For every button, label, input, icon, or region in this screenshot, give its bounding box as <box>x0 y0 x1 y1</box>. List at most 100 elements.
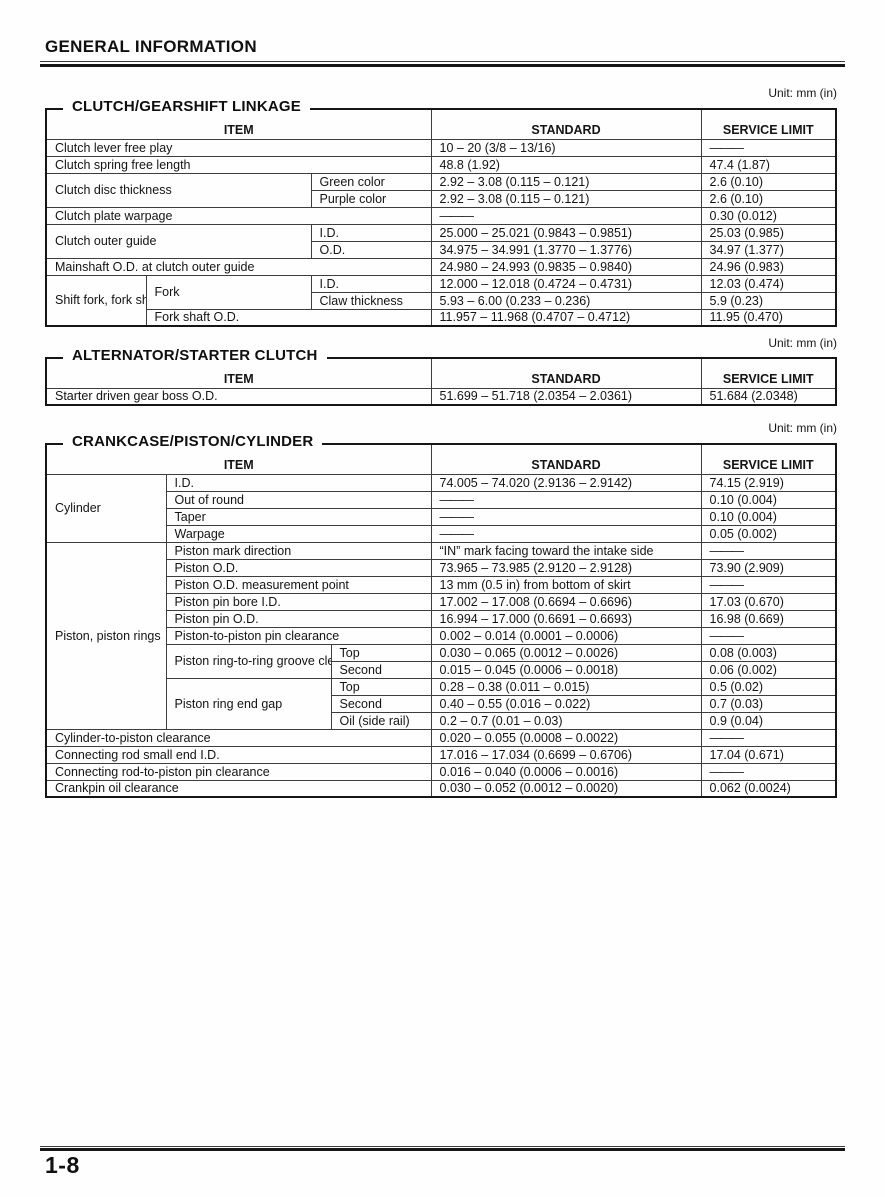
table-row: Cylinder I.D. 74.005 – 74.020 (2.9136 – … <box>45 473 837 543</box>
cell-service-limit: 2.6 (0.10) <box>700 189 837 208</box>
table-row: Claw thickness 5.93 – 6.00 (0.233 – 0.23… <box>46 291 837 310</box>
cell-standard: ——— <box>430 490 702 509</box>
cell-item-group: Piston, piston rings <box>45 541 167 730</box>
cell-sub-item: Green color <box>310 172 432 191</box>
cell-standard: ——— <box>430 206 702 225</box>
table-row: Clutch lever free play 10 – 20 (3/8 – 13… <box>45 138 837 157</box>
table-row: Mainshaft O.D. at clutch outer guide 24.… <box>45 257 837 276</box>
table-row: Cylinder-to-piston clearance 0.020 – 0.0… <box>45 728 837 747</box>
cell-standard: 0.2 – 0.7 (0.01 – 0.03) <box>430 711 702 730</box>
cell-standard: 2.92 – 3.08 (0.115 – 0.121) <box>430 172 702 191</box>
cell-sub-item: I.D. <box>310 274 432 293</box>
cell-sub-item: Second <box>330 660 432 679</box>
column-header-standard: STANDARD <box>430 108 702 140</box>
table-row: Fork shaft O.D. 11.957 – 11.968 (0.4707 … <box>46 308 837 327</box>
cell-standard: 16.994 – 17.000 (0.6691 – 0.6693) <box>430 609 702 628</box>
table-row: Shift fork, fork shaft Fork I.D. 12.000 … <box>45 274 837 327</box>
table-row: Piston pin bore I.D. 17.002 – 17.008 (0.… <box>46 592 837 611</box>
cell-service-limit: 24.96 (0.983) <box>700 257 837 276</box>
cell-service-limit: 0.10 (0.004) <box>700 490 837 509</box>
table-row: Connecting rod small end I.D. 17.016 – 1… <box>45 745 837 764</box>
cell-item: Piston pin O.D. <box>165 609 432 628</box>
alternator-starter-clutch-table: ITEM STANDARD SERVICE LIMIT Starter driv… <box>45 357 837 406</box>
cell-standard: 73.965 – 73.985 (2.9120 – 2.9128) <box>430 558 702 577</box>
cell-standard: 0.030 – 0.065 (0.0012 – 0.0026) <box>430 643 702 662</box>
column-header-standard: STANDARD <box>430 357 702 389</box>
cell-service-limit: 17.03 (0.670) <box>700 592 837 611</box>
cell-item-group: Shift fork, fork shaft <box>45 274 147 327</box>
table-row: Purple color 2.92 – 3.08 (0.115 – 0.121)… <box>46 189 837 208</box>
cell-item: Taper <box>165 507 432 526</box>
cell-service-limit: 0.05 (0.002) <box>700 524 837 543</box>
cell-item: Clutch plate warpage <box>45 206 432 225</box>
cell-service-limit: 0.9 (0.04) <box>700 711 837 730</box>
table-title-crankcase-piston-cylinder: CRANKCASE/PISTON/CYLINDER <box>63 433 323 451</box>
cell-standard: 2.92 – 3.08 (0.115 – 0.121) <box>430 189 702 208</box>
table-row: Clutch spring free length 48.8 (1.92) 47… <box>45 155 837 174</box>
crankcase-piston-cylinder-section: CRANKCASE/PISTON/CYLINDER ITEM STANDARD … <box>45 433 838 798</box>
cell-standard: 0.020 – 0.055 (0.0008 – 0.0022) <box>430 728 702 747</box>
cell-item: Fork shaft O.D. <box>145 308 432 327</box>
cell-service-limit: 0.062 (0.0024) <box>700 779 837 798</box>
table-header-row: ITEM STANDARD SERVICE LIMIT <box>45 443 837 475</box>
cell-item: Starter driven gear boss O.D. <box>45 387 432 406</box>
cell-item: Piston ring end gap <box>165 677 332 730</box>
cell-standard: 0.002 – 0.014 (0.0001 – 0.0006) <box>430 626 702 645</box>
table-row: Out of round ——— 0.10 (0.004) <box>46 490 837 509</box>
cell-item: Clutch outer guide <box>45 223 312 259</box>
cell-service-limit: 12.03 (0.474) <box>700 274 837 293</box>
cell-item: Fork <box>145 274 312 310</box>
cell-service-limit: 0.30 (0.012) <box>700 206 837 225</box>
cell-standard: 51.699 – 51.718 (2.0354 – 2.0361) <box>430 387 702 406</box>
column-header-service-limit: SERVICE LIMIT <box>700 357 837 389</box>
cell-item: Crankpin oil clearance <box>45 779 432 798</box>
table-row: Piston O.D. 73.965 – 73.985 (2.9120 – 2.… <box>46 558 837 577</box>
cell-service-limit: 2.6 (0.10) <box>700 172 837 191</box>
cell-service-limit: 0.7 (0.03) <box>700 694 837 713</box>
cell-item: Connecting rod-to-piston pin clearance <box>45 762 432 781</box>
table-header-row: ITEM STANDARD SERVICE LIMIT <box>45 108 837 140</box>
column-header-service-limit: SERVICE LIMIT <box>700 443 837 475</box>
cell-service-limit: ——— <box>700 138 837 157</box>
cell-service-limit: ——— <box>700 541 837 560</box>
table-row: Starter driven gear boss O.D. 51.699 – 5… <box>45 387 837 406</box>
cell-item: Piston O.D. measurement point <box>165 575 432 594</box>
cell-sub-item: Top <box>330 677 432 696</box>
cell-standard: 25.000 – 25.021 (0.9843 – 0.9851) <box>430 223 702 242</box>
cell-sub-item: O.D. <box>310 240 432 259</box>
cell-service-limit: 34.97 (1.377) <box>700 240 837 259</box>
cell-standard: 48.8 (1.92) <box>430 155 702 174</box>
cell-standard: 17.016 – 17.034 (0.6699 – 0.6706) <box>430 745 702 764</box>
cell-sub-item: Claw thickness <box>310 291 432 310</box>
cell-standard: 10 – 20 (3/8 – 13/16) <box>430 138 702 157</box>
cell-item: Clutch lever free play <box>45 138 432 157</box>
cell-service-limit: 5.9 (0.23) <box>700 291 837 310</box>
cell-standard: 34.975 – 34.991 (1.3770 – 1.3776) <box>430 240 702 259</box>
cell-standard: 0.030 – 0.052 (0.0012 – 0.0020) <box>430 779 702 798</box>
cell-standard: 12.000 – 12.018 (0.4724 – 0.4731) <box>430 274 702 293</box>
clutch-gearshift-linkage-section: CLUTCH/GEARSHIFT LINKAGE ITEM STANDARD S… <box>45 98 838 327</box>
cell-service-limit: ——— <box>700 728 837 747</box>
cell-sub-item: Purple color <box>310 189 432 208</box>
table-row: Warpage ——— 0.05 (0.002) <box>46 524 837 543</box>
cell-service-limit: ——— <box>700 626 837 645</box>
column-header-service-limit: SERVICE LIMIT <box>700 108 837 140</box>
cell-item: Out of round <box>165 490 432 509</box>
footer-rule-thick <box>40 1148 845 1151</box>
table-row: Piston, piston rings Piston mark directi… <box>45 541 837 730</box>
cell-standard: 13 mm (0.5 in) from bottom of skirt <box>430 575 702 594</box>
table-row: Connecting rod-to-piston pin clearance 0… <box>45 762 837 781</box>
table-row: Crankpin oil clearance 0.030 – 0.052 (0.… <box>45 779 837 798</box>
cell-sub-item: Second <box>330 694 432 713</box>
clutch-gearshift-linkage-table: ITEM STANDARD SERVICE LIMIT Clutch lever… <box>45 108 838 327</box>
column-header-standard: STANDARD <box>430 443 702 475</box>
cell-standard: ——— <box>430 524 702 543</box>
cell-item: Warpage <box>165 524 432 543</box>
unit-label: Unit: mm (in) <box>768 336 837 350</box>
table-row: Clutch outer guide I.D. 25.000 – 25.021 … <box>45 223 837 259</box>
cell-service-limit: 25.03 (0.985) <box>700 223 837 242</box>
cell-service-limit: 11.95 (0.470) <box>700 308 837 327</box>
header-rule-thin <box>40 61 845 62</box>
cell-item-group: Cylinder <box>45 473 167 543</box>
table-row: Piston ring end gap Top 0.28 – 0.38 (0.0… <box>46 677 837 730</box>
